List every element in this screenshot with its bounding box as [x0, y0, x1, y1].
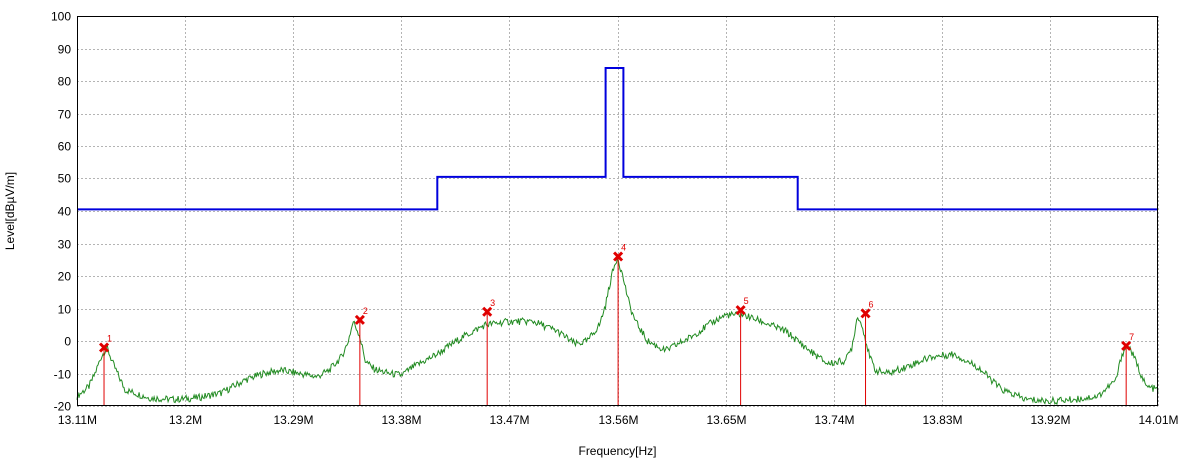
marker-1-icon[interactable]: [98, 342, 110, 353]
x-tick-label: 13.47M: [489, 413, 529, 427]
x-axis-ticks: 13.11M 13.2M 13.29M 13.38M 13.47M 13.56M 13.65…: [58, 413, 1179, 427]
marker-2-icon[interactable]: [354, 314, 365, 325]
y-tick-label: 20: [58, 270, 72, 284]
marker-3-icon[interactable]: [482, 306, 493, 317]
y-tick-label: 60: [58, 140, 72, 154]
y-tick-label: 70: [58, 108, 72, 122]
x-tick-label: 13.38M: [381, 413, 421, 427]
x-tick-label: 13.29M: [273, 413, 313, 427]
x-tick-label: 13.65M: [706, 413, 746, 427]
y-tick-label: -10: [54, 368, 72, 382]
x-tick-label: 13.83M: [922, 413, 962, 427]
x-tick-label: 13.11M: [58, 413, 97, 427]
marker-3-label: 3: [490, 298, 495, 308]
x-tick-label: 13.2M: [169, 413, 202, 427]
marker-4-label: 4: [621, 243, 626, 253]
y-tick-label: 30: [58, 238, 72, 252]
y-tick-label: 80: [58, 75, 72, 89]
x-tick-label: 13.74M: [814, 413, 854, 427]
marker-layer: 1 2 3 4 5 6 7: [98, 243, 1134, 406]
y-tick-label: -20: [54, 400, 72, 414]
x-tick-label: 13.56M: [598, 413, 638, 427]
y-axis-ticks: -20 -10 0 10 20 30 40 50 60 70 80 90 100: [51, 10, 71, 414]
y-tick-label: 50: [58, 172, 72, 186]
marker-5-icon[interactable]: [735, 305, 746, 316]
grid: [77, 16, 1159, 407]
marker-6-label: 6: [869, 299, 874, 309]
y-tick-label: 0: [64, 335, 71, 349]
x-tick-label: 13.92M: [1030, 413, 1070, 427]
plot-frame: [77, 16, 1158, 406]
limit-line: [77, 67, 1158, 211]
marker-1-label: 1: [107, 334, 112, 344]
y-tick-label: 100: [51, 10, 71, 24]
y-tick-label: 40: [58, 205, 72, 219]
marker-5-label: 5: [744, 296, 749, 306]
marker-7-label: 7: [1129, 332, 1134, 342]
y-tick-label: 90: [58, 43, 72, 57]
y-tick-label: 10: [58, 303, 72, 317]
marker-6-icon[interactable]: [860, 308, 871, 319]
x-tick-label: 14.01M: [1138, 413, 1178, 427]
x-axis-title: Frequency[Hz]: [578, 444, 656, 458]
marker-4-icon[interactable]: [613, 251, 624, 262]
marker-2-label: 2: [363, 306, 368, 316]
marker-7-icon[interactable]: [1121, 340, 1132, 351]
y-axis-title: Level[dBµV/m]: [3, 172, 17, 250]
